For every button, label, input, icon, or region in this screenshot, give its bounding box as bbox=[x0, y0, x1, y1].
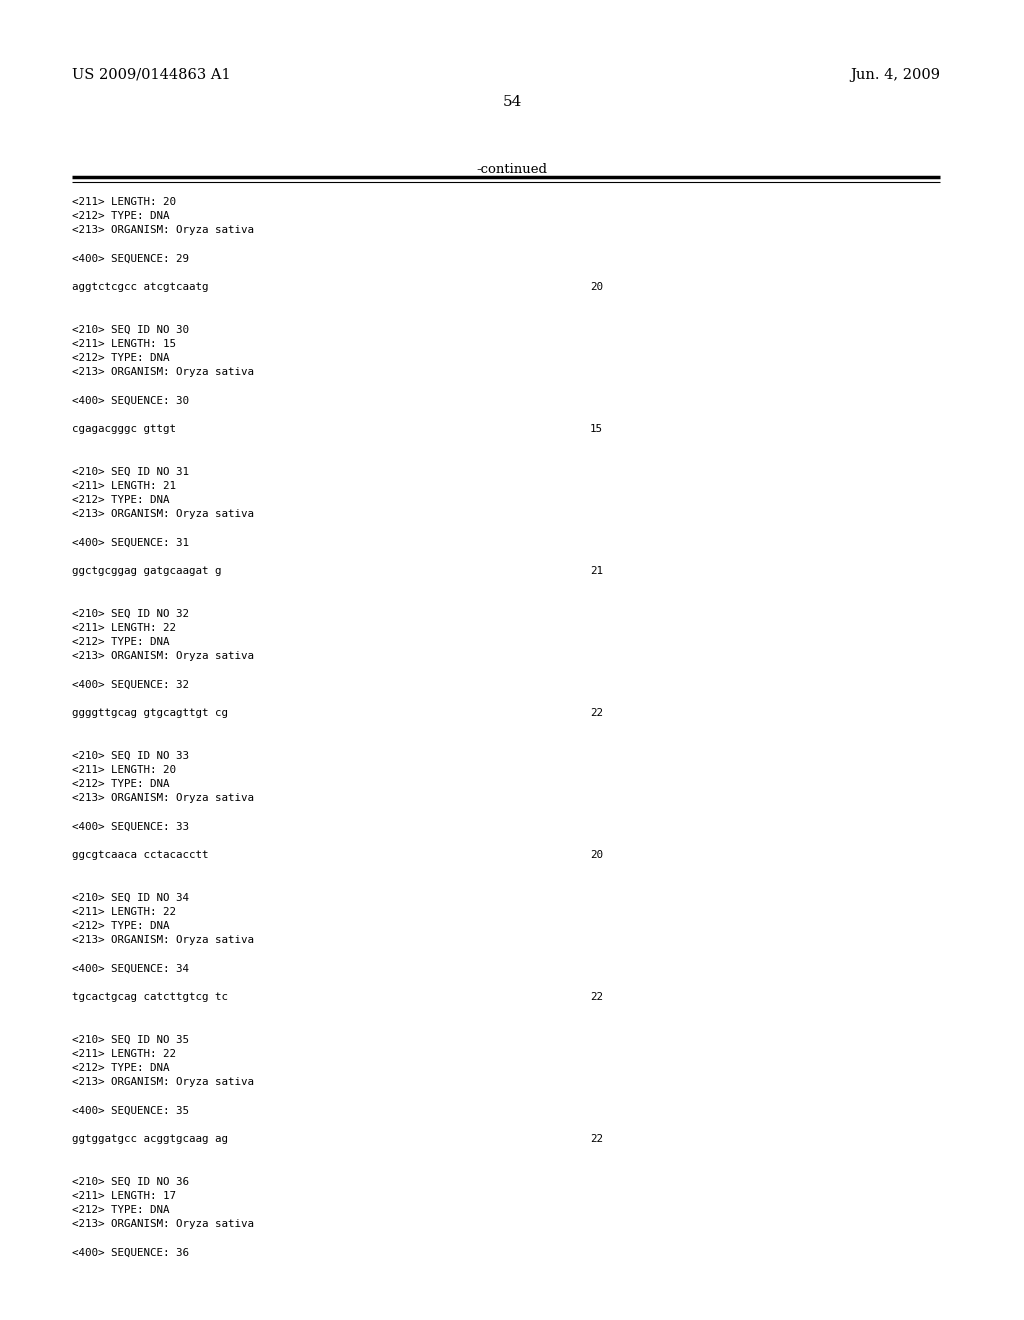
Text: <212> TYPE: DNA: <212> TYPE: DNA bbox=[72, 354, 170, 363]
Text: 20: 20 bbox=[590, 282, 603, 292]
Text: <210> SEQ ID NO 36: <210> SEQ ID NO 36 bbox=[72, 1177, 189, 1187]
Text: 21: 21 bbox=[590, 566, 603, 577]
Text: 54: 54 bbox=[503, 95, 521, 110]
Text: <210> SEQ ID NO 33: <210> SEQ ID NO 33 bbox=[72, 751, 189, 760]
Text: <211> LENGTH: 22: <211> LENGTH: 22 bbox=[72, 1049, 176, 1059]
Text: <212> TYPE: DNA: <212> TYPE: DNA bbox=[72, 495, 170, 506]
Text: <400> SEQUENCE: 36: <400> SEQUENCE: 36 bbox=[72, 1247, 189, 1258]
Text: <213> ORGANISM: Oryza sativa: <213> ORGANISM: Oryza sativa bbox=[72, 1220, 254, 1229]
Text: <210> SEQ ID NO 35: <210> SEQ ID NO 35 bbox=[72, 1035, 189, 1045]
Text: 15: 15 bbox=[590, 424, 603, 434]
Text: <212> TYPE: DNA: <212> TYPE: DNA bbox=[72, 779, 170, 789]
Text: <400> SEQUENCE: 31: <400> SEQUENCE: 31 bbox=[72, 537, 189, 548]
Text: <212> TYPE: DNA: <212> TYPE: DNA bbox=[72, 1063, 170, 1073]
Text: <211> LENGTH: 17: <211> LENGTH: 17 bbox=[72, 1191, 176, 1201]
Text: <210> SEQ ID NO 30: <210> SEQ ID NO 30 bbox=[72, 325, 189, 335]
Text: <212> TYPE: DNA: <212> TYPE: DNA bbox=[72, 921, 170, 931]
Text: 22: 22 bbox=[590, 709, 603, 718]
Text: <213> ORGANISM: Oryza sativa: <213> ORGANISM: Oryza sativa bbox=[72, 226, 254, 235]
Text: <211> LENGTH: 15: <211> LENGTH: 15 bbox=[72, 339, 176, 348]
Text: 22: 22 bbox=[590, 1134, 603, 1144]
Text: <400> SEQUENCE: 34: <400> SEQUENCE: 34 bbox=[72, 964, 189, 974]
Text: ggcgtcaaca cctacacctt: ggcgtcaaca cctacacctt bbox=[72, 850, 209, 861]
Text: <400> SEQUENCE: 29: <400> SEQUENCE: 29 bbox=[72, 253, 189, 264]
Text: <210> SEQ ID NO 32: <210> SEQ ID NO 32 bbox=[72, 609, 189, 619]
Text: -continued: -continued bbox=[476, 162, 548, 176]
Text: ggtggatgcc acggtgcaag ag: ggtggatgcc acggtgcaag ag bbox=[72, 1134, 228, 1144]
Text: <211> LENGTH: 20: <211> LENGTH: 20 bbox=[72, 766, 176, 775]
Text: <212> TYPE: DNA: <212> TYPE: DNA bbox=[72, 638, 170, 647]
Text: <211> LENGTH: 22: <211> LENGTH: 22 bbox=[72, 907, 176, 917]
Text: <400> SEQUENCE: 32: <400> SEQUENCE: 32 bbox=[72, 680, 189, 690]
Text: <210> SEQ ID NO 34: <210> SEQ ID NO 34 bbox=[72, 892, 189, 903]
Text: tgcactgcag catcttgtcg tc: tgcactgcag catcttgtcg tc bbox=[72, 993, 228, 1002]
Text: <212> TYPE: DNA: <212> TYPE: DNA bbox=[72, 211, 170, 222]
Text: <400> SEQUENCE: 33: <400> SEQUENCE: 33 bbox=[72, 822, 189, 832]
Text: <400> SEQUENCE: 30: <400> SEQUENCE: 30 bbox=[72, 396, 189, 405]
Text: <210> SEQ ID NO 31: <210> SEQ ID NO 31 bbox=[72, 467, 189, 477]
Text: <400> SEQUENCE: 35: <400> SEQUENCE: 35 bbox=[72, 1106, 189, 1115]
Text: <213> ORGANISM: Oryza sativa: <213> ORGANISM: Oryza sativa bbox=[72, 793, 254, 804]
Text: ggctgcggag gatgcaagat g: ggctgcggag gatgcaagat g bbox=[72, 566, 221, 577]
Text: <213> ORGANISM: Oryza sativa: <213> ORGANISM: Oryza sativa bbox=[72, 510, 254, 519]
Text: <213> ORGANISM: Oryza sativa: <213> ORGANISM: Oryza sativa bbox=[72, 936, 254, 945]
Text: US 2009/0144863 A1: US 2009/0144863 A1 bbox=[72, 69, 230, 82]
Text: <213> ORGANISM: Oryza sativa: <213> ORGANISM: Oryza sativa bbox=[72, 651, 254, 661]
Text: <211> LENGTH: 22: <211> LENGTH: 22 bbox=[72, 623, 176, 634]
Text: aggtctcgcc atcgtcaatg: aggtctcgcc atcgtcaatg bbox=[72, 282, 209, 292]
Text: 22: 22 bbox=[590, 993, 603, 1002]
Text: cgagacgggc gttgt: cgagacgggc gttgt bbox=[72, 424, 176, 434]
Text: <213> ORGANISM: Oryza sativa: <213> ORGANISM: Oryza sativa bbox=[72, 1077, 254, 1088]
Text: Jun. 4, 2009: Jun. 4, 2009 bbox=[850, 69, 940, 82]
Text: 20: 20 bbox=[590, 850, 603, 861]
Text: ggggttgcag gtgcagttgt cg: ggggttgcag gtgcagttgt cg bbox=[72, 709, 228, 718]
Text: <212> TYPE: DNA: <212> TYPE: DNA bbox=[72, 1205, 170, 1216]
Text: <213> ORGANISM: Oryza sativa: <213> ORGANISM: Oryza sativa bbox=[72, 367, 254, 378]
Text: <211> LENGTH: 21: <211> LENGTH: 21 bbox=[72, 480, 176, 491]
Text: <211> LENGTH: 20: <211> LENGTH: 20 bbox=[72, 197, 176, 207]
